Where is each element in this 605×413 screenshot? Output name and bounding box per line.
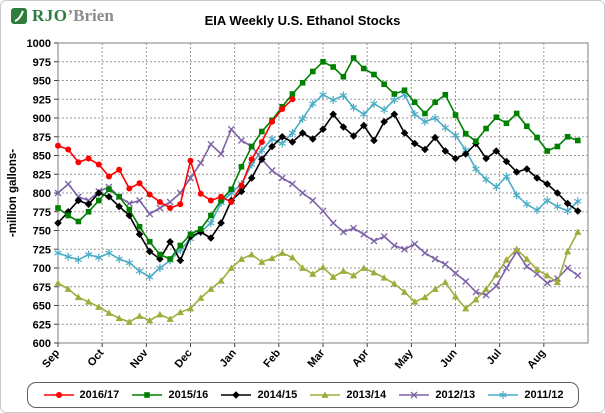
brand-logo: RJO’Brien <box>11 6 114 26</box>
legend-item-2011-12: 2011/12 <box>486 389 564 401</box>
series-2012-13 <box>54 125 582 299</box>
y-tick-label: 650 <box>33 301 51 313</box>
brand-logo-icon <box>11 8 27 24</box>
legend-item-2016-17: 2016/17 <box>42 389 120 401</box>
legend-item-2015-16: 2015/16 <box>130 389 208 401</box>
legend-item-2014-15: 2014/15 <box>219 389 297 401</box>
x-tick-label: Sep <box>40 347 62 370</box>
legend-marker-x-icon <box>399 391 430 399</box>
x-tick-label: May <box>393 347 417 372</box>
legend-item-2012-13: 2012/13 <box>397 389 475 401</box>
x-tick-label: Nov <box>128 347 151 371</box>
legend-label: 2015/16 <box>168 389 209 401</box>
x-tick-label: Apr <box>350 347 372 370</box>
legend-marker-circle-icon <box>43 392 74 398</box>
series-2013-14 <box>54 228 582 325</box>
y-tick-label: 825 <box>33 169 51 181</box>
brand-logo-text-green: RJO <box>32 6 68 25</box>
x-tick-label: Jun <box>438 347 460 370</box>
legend-label: 2013/14 <box>346 389 387 401</box>
y-tick-label: 900 <box>33 113 51 125</box>
x-tick-label: Mar <box>306 347 328 370</box>
y-tick-label: 975 <box>33 57 51 69</box>
y-tick-label: 925 <box>33 94 51 106</box>
chart-title: EIA Weekly U.S. Ethanol Stocks <box>204 13 401 28</box>
series-2016-17 <box>55 96 296 211</box>
legend-marker-square-icon <box>132 392 163 398</box>
x-tick-label: Oct <box>85 347 106 369</box>
legend-item-2013-14: 2013/14 <box>308 389 386 401</box>
x-tick-label: Jul <box>485 347 504 367</box>
legend-marker-diamond-icon <box>221 391 252 399</box>
y-tick-label: 750 <box>33 226 51 238</box>
chart-legend: 2016/17 2015/16 2014/15 2013/14 2012/13 2011/… <box>26 382 579 408</box>
legend-label: 2012/13 <box>435 389 476 401</box>
y-tick-label: 600 <box>33 338 51 350</box>
y-tick-label: 725 <box>33 244 51 256</box>
line-chart: 1000 975 950 925 900 875 850 825 800 775 750 725 700… <box>7 38 589 371</box>
axis-labels: 1000 975 950 925 900 875 850 825 800 775 750 725 700… <box>27 38 549 371</box>
legend-label: 2016/17 <box>79 389 120 401</box>
y-tick-label: 850 <box>33 151 51 163</box>
y-tick-label: 875 <box>33 132 51 144</box>
gridlines <box>58 42 588 343</box>
legend-label: 2011/12 <box>524 389 564 401</box>
x-tick-label: Feb <box>261 347 283 370</box>
x-tick-label: Dec <box>173 347 195 370</box>
y-axis-title: -million gallons- <box>7 149 19 237</box>
series-2015-16 <box>55 55 581 262</box>
y-tick-label: 700 <box>33 263 51 275</box>
y-tick-label: 950 <box>33 76 51 88</box>
y-tick-label: 625 <box>33 319 51 331</box>
legend-marker-asterisk-icon <box>488 391 519 399</box>
y-tick-label: 1000 <box>27 38 51 50</box>
legend-label: 2014/15 <box>257 389 298 401</box>
series-2014-15 <box>54 110 582 265</box>
x-tick-label: Jan <box>218 347 240 369</box>
legend-marker-triangle-icon <box>310 391 341 398</box>
x-tick-label: Aug <box>525 347 548 371</box>
brand-logo-text-gray: ’Brien <box>67 6 114 25</box>
y-tick-label: 675 <box>33 282 51 294</box>
y-tick-label: 800 <box>33 188 51 200</box>
y-tick-label: 775 <box>33 207 51 219</box>
